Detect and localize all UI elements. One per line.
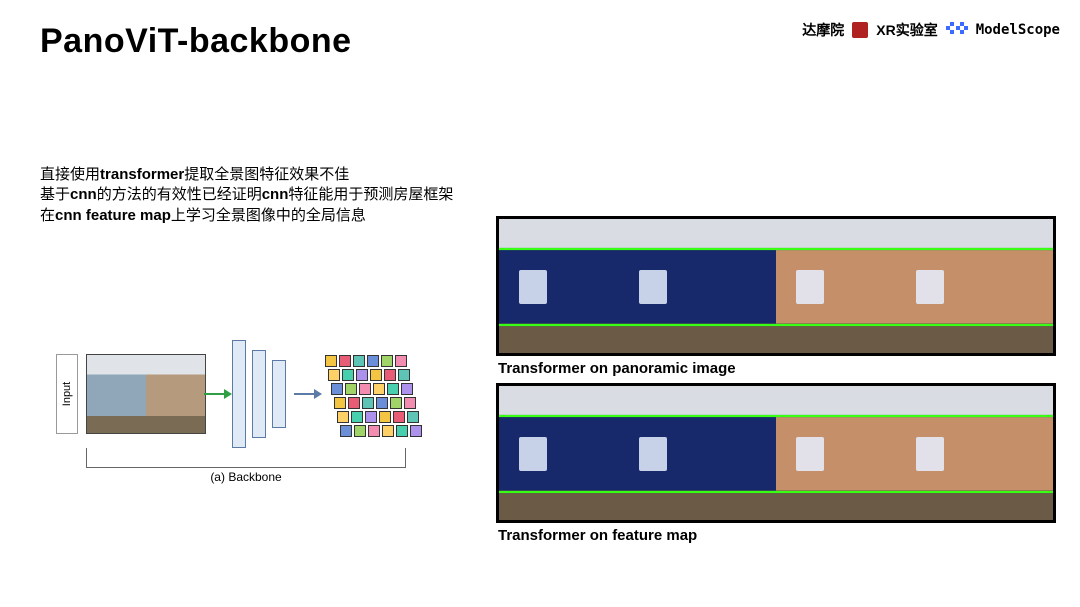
- backbone-diagram: Input (a) Backbone: [56, 330, 436, 510]
- feature-patch: [351, 411, 363, 423]
- result-caption: Transformer on panoramic image: [498, 360, 1062, 377]
- damo-label: 达摩院: [802, 20, 844, 40]
- bullet-3: 在cnn feature map上学习全景图像中的全局信息: [40, 206, 453, 226]
- bullet-list: 直接使用transformer提取全景图特征效果不佳 基于cnn的方法的有效性已…: [40, 165, 453, 226]
- feature-patch: [390, 397, 402, 409]
- text: 上学习全景图像中的全局信息: [171, 207, 366, 224]
- backbone-bracket: [86, 448, 406, 468]
- layout-line-ceiling: [499, 415, 1053, 417]
- feature-patch: [337, 411, 349, 423]
- xr-lab-label: XR实验室: [876, 20, 937, 40]
- modelscope-icon: [946, 22, 968, 38]
- text-bold: cnn feature map: [55, 207, 171, 224]
- feature-patch: [398, 369, 410, 381]
- bullet-1: 直接使用transformer提取全景图特征效果不佳: [40, 165, 453, 185]
- feature-patch: [387, 383, 399, 395]
- backbone-caption: (a) Backbone: [86, 470, 406, 484]
- feature-patch: [345, 383, 357, 395]
- text-bold: cnn: [70, 186, 97, 203]
- feature-patch: [370, 369, 382, 381]
- feature-patch: [393, 411, 405, 423]
- feature-patch: [407, 411, 419, 423]
- input-label-box: Input: [56, 354, 78, 434]
- feature-patch: [342, 369, 354, 381]
- text-bold: cnn: [262, 186, 289, 203]
- layout-line-floor: [499, 491, 1053, 493]
- text: 提取全景图特征效果不佳: [184, 166, 349, 183]
- feature-patch: [368, 425, 380, 437]
- pano-thumb-left: [87, 355, 146, 433]
- feature-patch: [331, 383, 343, 395]
- feature-patch: [348, 397, 360, 409]
- cnn-layer: [252, 350, 266, 438]
- result-caption: Transformer on feature map: [498, 527, 1062, 544]
- feature-patch: [359, 383, 371, 395]
- feature-patch: [340, 425, 352, 437]
- feature-patch: [365, 411, 377, 423]
- feature-patch: [373, 383, 385, 395]
- feature-patch: [379, 411, 391, 423]
- feature-patch: [353, 355, 365, 367]
- feature-patch: [367, 355, 379, 367]
- page-title: PanoViT-backbone: [40, 22, 352, 61]
- damo-icon: [852, 22, 868, 38]
- room-left: [499, 219, 776, 353]
- cnn-layer: [232, 340, 246, 448]
- header-right: 达摩院 XR实验室 ModelScope: [802, 20, 1060, 40]
- text: 直接使用: [40, 166, 100, 183]
- room-right: [776, 386, 1053, 520]
- layout-line-floor: [499, 324, 1053, 326]
- feature-patch: [354, 425, 366, 437]
- text: 在: [40, 207, 55, 224]
- feature-patch: [384, 369, 396, 381]
- result-panorama: [496, 216, 1056, 356]
- result-block: Transformer on panoramic image: [496, 216, 1062, 377]
- feature-patch: [334, 397, 346, 409]
- result-panorama: [496, 383, 1056, 523]
- feature-patch: [395, 355, 407, 367]
- feature-patch: [382, 425, 394, 437]
- input-label: Input: [61, 382, 73, 406]
- feature-patch: [328, 369, 340, 381]
- text: 基于: [40, 186, 70, 203]
- feature-patch: [339, 355, 351, 367]
- feature-patch: [325, 355, 337, 367]
- feature-patch: [410, 425, 422, 437]
- bullet-2: 基于cnn的方法的有效性已经证明cnn特征能用于预测房屋框架: [40, 185, 453, 205]
- feature-patch: [381, 355, 393, 367]
- feature-patch: [362, 397, 374, 409]
- modelscope-label: ModelScope: [976, 22, 1060, 38]
- text: 的方法的有效性已经证明: [97, 186, 262, 203]
- feature-patch: [356, 369, 368, 381]
- feature-patch: [376, 397, 388, 409]
- room-left: [499, 386, 776, 520]
- text-bold: transformer: [100, 166, 184, 183]
- cnn-layer: [272, 360, 286, 428]
- arrow-green-icon: [204, 390, 232, 398]
- feature-patch: [401, 383, 413, 395]
- room-right: [776, 219, 1053, 353]
- result-block: Transformer on feature map: [496, 383, 1062, 544]
- pano-thumbnail: [86, 354, 206, 434]
- pano-thumb-right: [146, 355, 205, 433]
- feature-patch: [396, 425, 408, 437]
- arrow-blue-icon: [294, 390, 322, 398]
- results-column: Transformer on panoramic image Transforme…: [496, 216, 1062, 550]
- layout-line-ceiling: [499, 248, 1053, 250]
- feature-patch: [404, 397, 416, 409]
- text: 特征能用于预测房屋框架: [288, 186, 453, 203]
